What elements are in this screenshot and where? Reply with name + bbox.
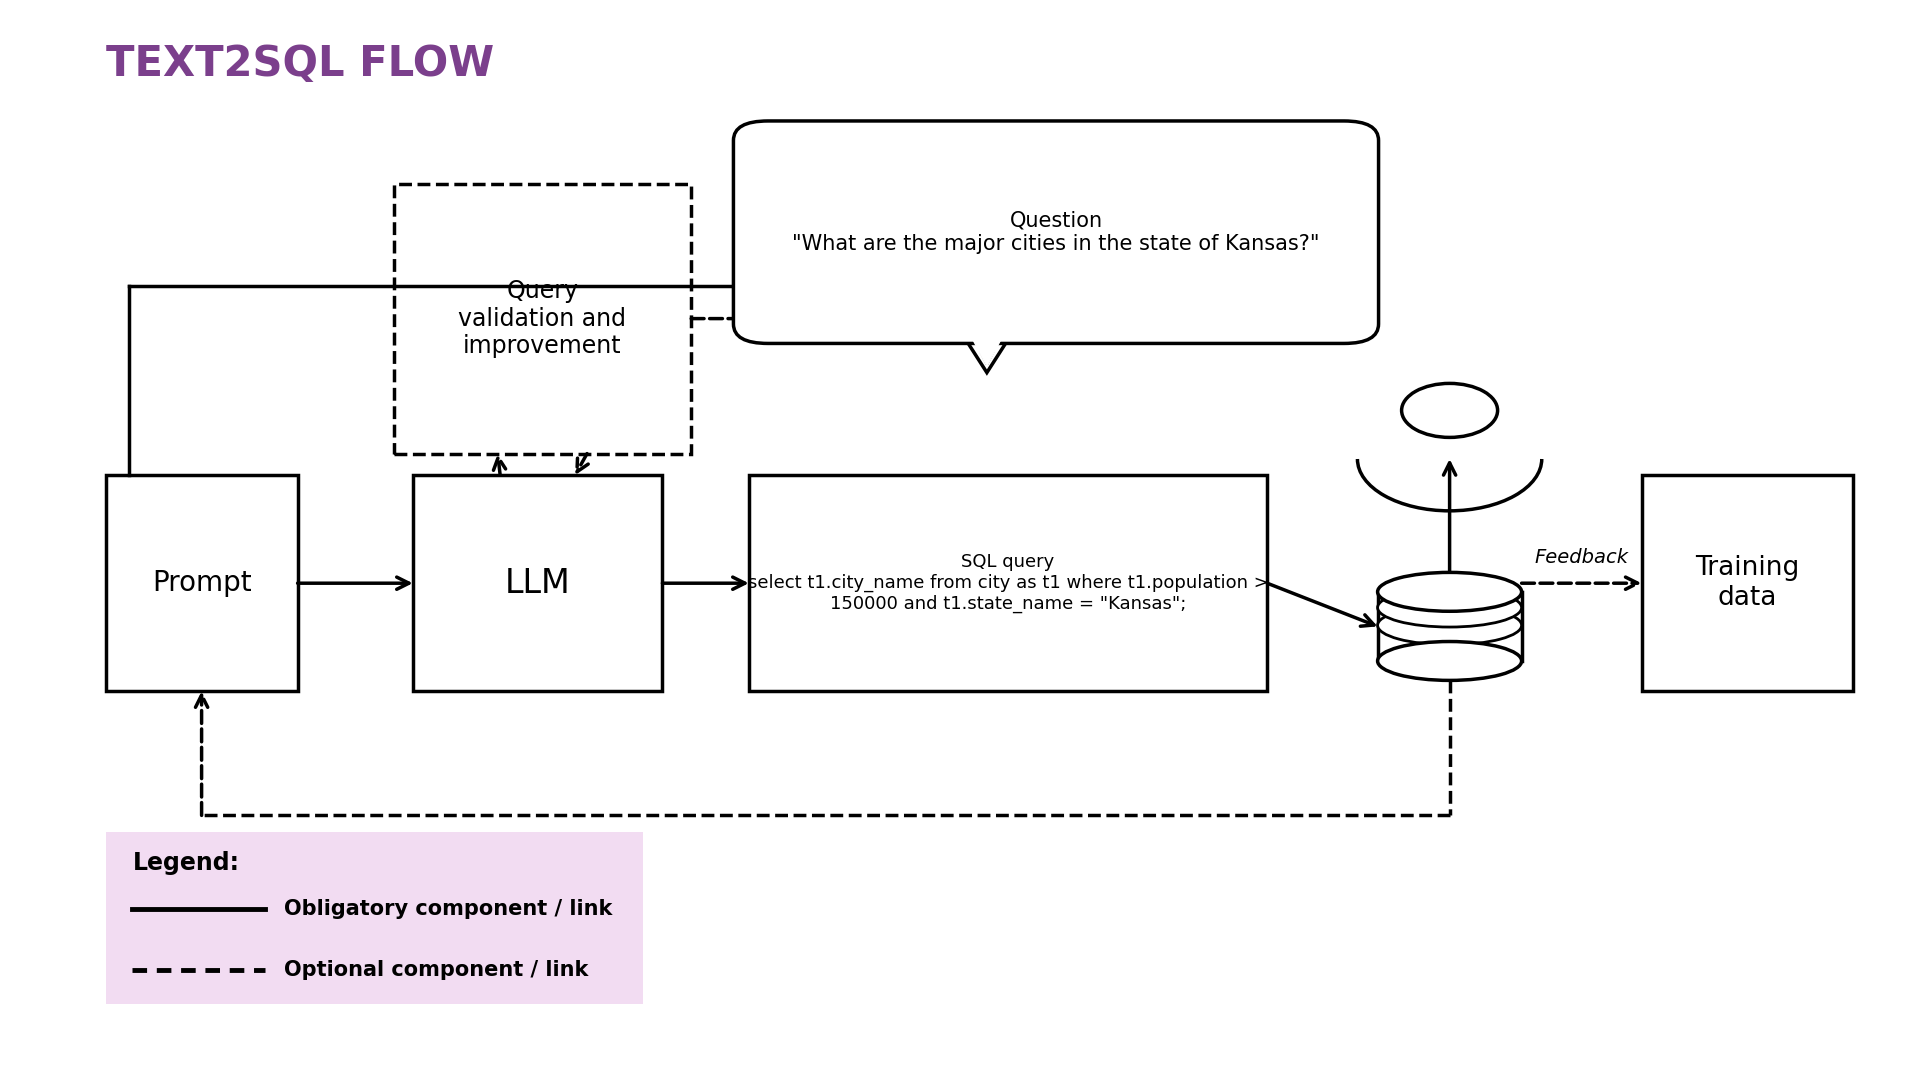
Text: Optional component / link: Optional component / link — [284, 960, 589, 980]
Ellipse shape — [1377, 589, 1521, 627]
FancyBboxPatch shape — [106, 832, 643, 1004]
Text: Legend:: Legend: — [132, 851, 240, 875]
Ellipse shape — [1377, 572, 1521, 611]
Ellipse shape — [1377, 606, 1521, 645]
Text: LLM: LLM — [505, 567, 570, 599]
Ellipse shape — [1377, 642, 1521, 680]
Text: Query
validation and
improvement: Query validation and improvement — [459, 279, 626, 359]
FancyBboxPatch shape — [733, 121, 1379, 343]
Text: Obligatory component / link: Obligatory component / link — [284, 900, 612, 919]
Text: Training
data: Training data — [1695, 555, 1799, 611]
FancyBboxPatch shape — [106, 475, 298, 691]
Polygon shape — [952, 319, 1021, 373]
Text: Prompt: Prompt — [152, 569, 252, 597]
FancyBboxPatch shape — [394, 184, 691, 454]
Text: Question
"What are the major cities in the state of Kansas?": Question "What are the major cities in t… — [793, 211, 1319, 254]
Text: SQL query
select t1.city_name from city as t1 where t1.population >
150000 and t: SQL query select t1.city_name from city … — [747, 553, 1269, 613]
FancyBboxPatch shape — [413, 475, 662, 691]
Text: TEXT2SQL FLOW: TEXT2SQL FLOW — [106, 43, 493, 85]
FancyBboxPatch shape — [1642, 475, 1853, 691]
Text: Feedback: Feedback — [1534, 548, 1628, 567]
Polygon shape — [962, 319, 1012, 366]
FancyBboxPatch shape — [749, 475, 1267, 691]
